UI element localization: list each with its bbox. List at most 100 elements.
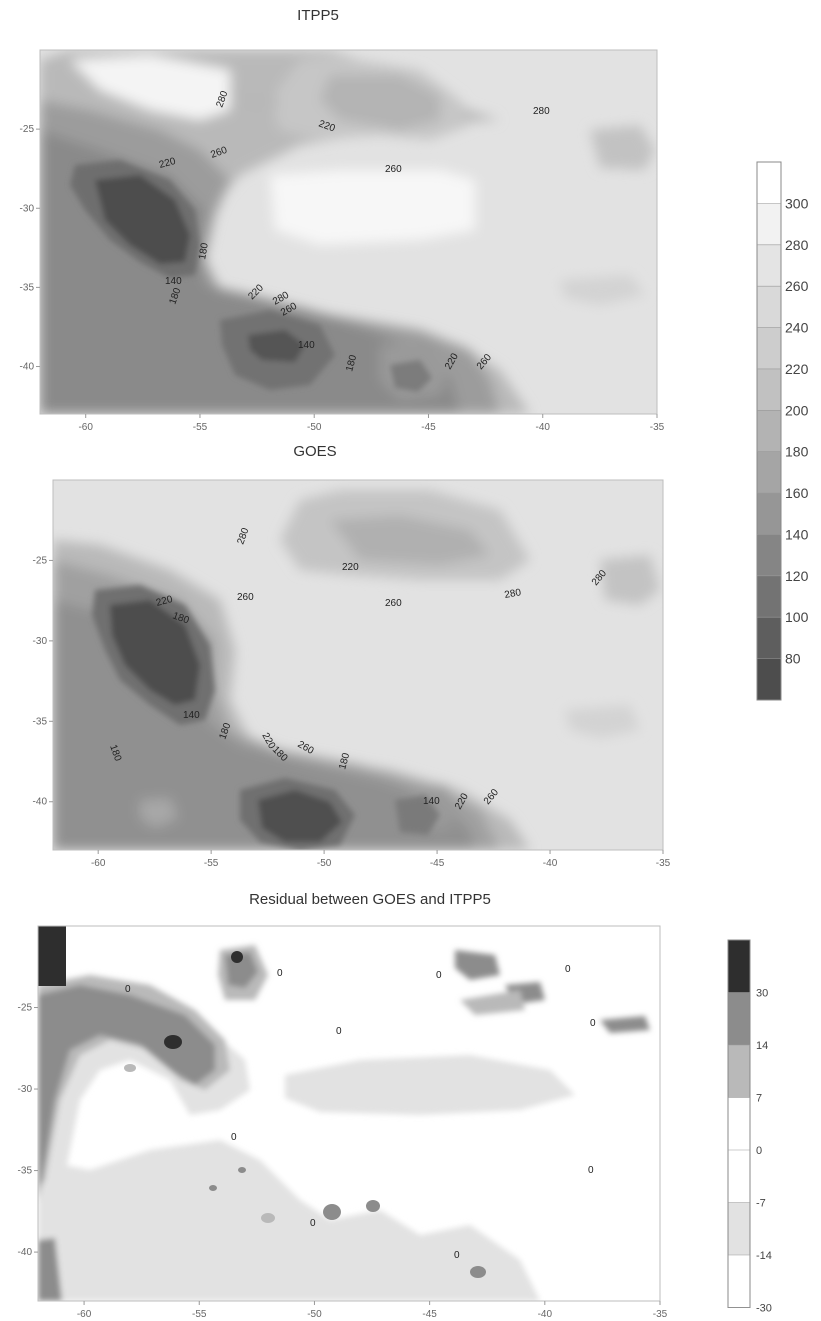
colorbar-swatch — [728, 1255, 750, 1308]
colorbar-tick-label: 140 — [785, 526, 809, 542]
contour-label: 140 — [298, 340, 315, 351]
y-tick-label: -35 — [18, 1166, 33, 1177]
x-tick-label: -35 — [653, 1309, 668, 1320]
x-tick-label: -55 — [192, 1309, 207, 1320]
contour-label: 260 — [385, 164, 402, 175]
contour-label: 0 — [436, 970, 442, 981]
x-tick-label: -45 — [422, 1309, 437, 1320]
colorbar-tick-label: 260 — [785, 278, 809, 294]
colorbar-swatch — [757, 203, 781, 246]
contour-label: 180 — [197, 242, 211, 261]
colorbar-swatch — [757, 327, 781, 370]
axes: -60 -55 -50 -45 -40 -35 -25 -30 -35 -40 — [33, 555, 671, 869]
colorbar-swatch — [728, 1202, 750, 1256]
axes: -60 -55 -50 -45 -40 -35 -25 -30 -35 -40 — [18, 1003, 668, 1320]
panel-goes: GOES 280 — [33, 443, 671, 869]
contour-label: 0 — [565, 964, 571, 975]
contour-label: 0 — [590, 1018, 596, 1029]
panel-residual: Residual between GOES and ITPP5 — [18, 891, 668, 1320]
colorbar-swatch — [757, 451, 781, 494]
contour-label: 280 — [504, 587, 523, 601]
contour-label: 140 — [423, 796, 440, 807]
contour-label: 220 — [155, 594, 174, 609]
colorbar-tick-label: 180 — [785, 444, 809, 460]
x-tick-label: -55 — [204, 858, 219, 869]
colorbar-swatch — [757, 244, 781, 287]
panel-title: ITPP5 — [297, 7, 339, 24]
colorbar-swatch — [757, 493, 781, 535]
colorbar-swatch — [757, 286, 781, 329]
contour-label: 180 — [337, 751, 352, 770]
colorbar-swatch — [757, 575, 781, 618]
x-tick-label: -40 — [536, 422, 551, 433]
colorbar-tick-label: 220 — [785, 361, 809, 377]
contour-label: 0 — [454, 1250, 460, 1261]
colorbar-tick-label: -14 — [756, 1250, 772, 1262]
contour-label: 220 — [342, 562, 359, 573]
x-tick-label: -40 — [538, 1309, 553, 1320]
x-tick-label: -50 — [307, 422, 322, 433]
colorbar-swatch — [728, 940, 750, 993]
contour-label: 0 — [125, 984, 131, 995]
colorbar-tick-label: 300 — [785, 195, 809, 211]
colorbar-tick-label: 200 — [785, 402, 809, 418]
x-tick-label: -60 — [91, 858, 106, 869]
colorbar-swatch — [728, 992, 750, 1046]
contour-field — [40, 50, 657, 414]
axes: -60 -55 -50 -45 -40 -35 -25 -30 -35 -40 — [20, 124, 665, 433]
y-tick-label: -40 — [33, 797, 48, 808]
x-tick-label: -60 — [78, 422, 93, 433]
contour-label: 0 — [277, 968, 283, 979]
colorbar-tick-label: 7 — [756, 1093, 762, 1105]
contour-label: 220 — [158, 156, 177, 171]
colorbar-swatch — [757, 617, 781, 660]
contour-label: 0 — [231, 1132, 237, 1143]
contour-label: 140 — [165, 276, 182, 287]
colorbar-swatch — [757, 658, 781, 701]
y-tick-label: -25 — [18, 1003, 33, 1014]
x-tick-label: -60 — [77, 1309, 92, 1320]
x-tick-label: -35 — [656, 858, 671, 869]
x-tick-label: -45 — [421, 422, 436, 433]
x-tick-label: -55 — [193, 422, 208, 433]
x-tick-label: -45 — [430, 858, 445, 869]
colorbar-tick-label: -30 — [756, 1303, 772, 1315]
colorbar-swatch — [757, 162, 781, 204]
colorbar-tick-label: 240 — [785, 320, 809, 336]
colorbar-swatch — [757, 410, 781, 453]
contour-label: 0 — [336, 1026, 342, 1037]
contour-label: 260 — [385, 598, 402, 609]
y-tick-label: -40 — [20, 362, 35, 373]
colorbar-swatch — [757, 368, 781, 411]
y-tick-label: -30 — [33, 636, 48, 647]
colorbar-swatch — [757, 534, 781, 577]
y-tick-label: -25 — [20, 124, 35, 135]
y-tick-label: -25 — [33, 555, 48, 566]
y-tick-label: -30 — [18, 1084, 33, 1095]
colorbar-swatch — [728, 1045, 750, 1098]
colorbar-tick-label: -7 — [756, 1198, 766, 1210]
contour-labels: 0 0 0 0 0 0 0 0 0 0 — [125, 964, 596, 1261]
contour-label: 0 — [310, 1218, 316, 1229]
panel-itpp5: ITPP5 — [20, 7, 665, 433]
x-tick-label: -35 — [650, 422, 665, 433]
colorbar-tick-label: 80 — [785, 651, 801, 667]
x-tick-label: -50 — [317, 858, 332, 869]
contour-field — [38, 926, 660, 1301]
contour-label: 280 — [533, 106, 550, 117]
panel-title: GOES — [293, 443, 336, 460]
contour-label: 0 — [588, 1165, 594, 1176]
colorbar-tick-label: 30 — [756, 988, 768, 1000]
y-tick-label: -40 — [18, 1247, 33, 1258]
colorbar-frame — [756, 161, 782, 701]
y-tick-label: -30 — [20, 203, 35, 214]
contour-field — [53, 480, 663, 850]
contour-label: 140 — [183, 710, 200, 721]
y-tick-label: -35 — [20, 282, 35, 293]
contour-label: 180 — [344, 353, 359, 372]
x-tick-label: -50 — [307, 1309, 322, 1320]
y-tick-label: -35 — [33, 716, 48, 727]
colorbar-swatch — [728, 1097, 750, 1151]
panel-title: Residual between GOES and ITPP5 — [249, 891, 491, 908]
